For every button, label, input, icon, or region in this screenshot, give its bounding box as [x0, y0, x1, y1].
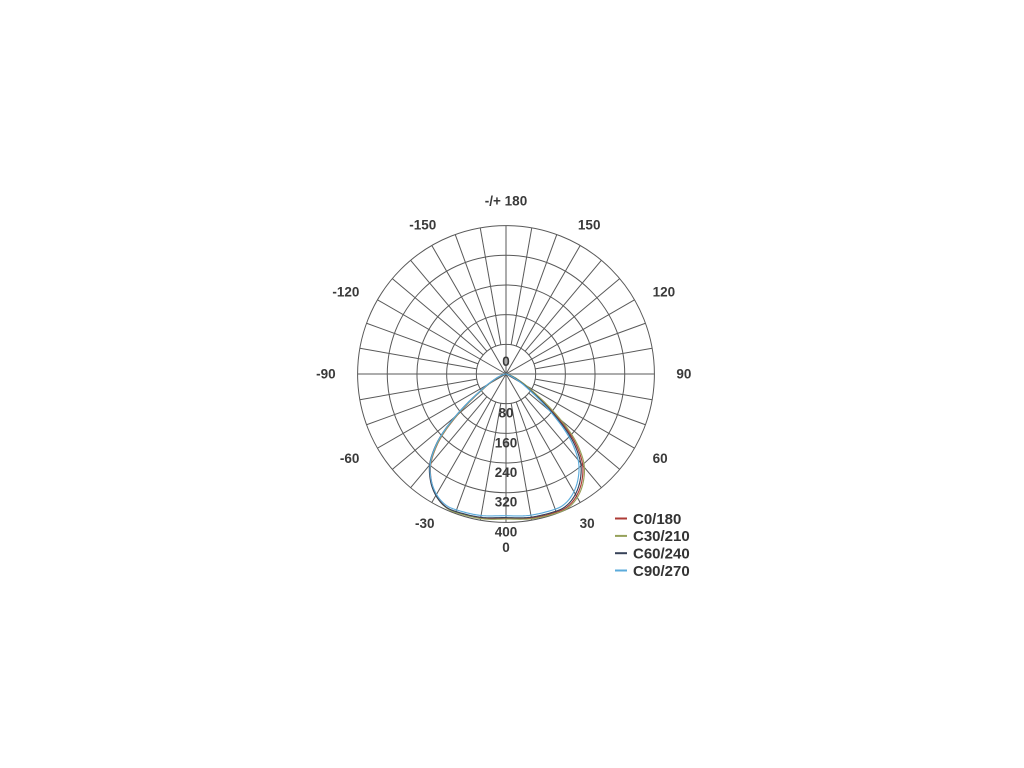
svg-text:C30/210: C30/210: [633, 528, 690, 545]
svg-text:0: 0: [502, 540, 510, 555]
svg-text:80: 80: [498, 406, 513, 421]
svg-text:-30: -30: [415, 516, 435, 531]
svg-text:320: 320: [495, 495, 518, 510]
svg-text:-60: -60: [340, 451, 360, 466]
svg-text:90: 90: [676, 367, 691, 382]
svg-text:400: 400: [495, 524, 518, 539]
svg-text:-90: -90: [316, 367, 336, 382]
svg-text:160: 160: [495, 435, 518, 450]
svg-text:C0/180: C0/180: [633, 511, 681, 528]
svg-text:-150: -150: [409, 217, 436, 232]
svg-text:120: 120: [653, 284, 676, 299]
svg-text:C90/270: C90/270: [633, 563, 690, 580]
svg-text:-120: -120: [332, 284, 359, 299]
svg-text:150: 150: [578, 217, 601, 232]
svg-text:30: 30: [580, 516, 595, 531]
svg-text:C60/240: C60/240: [633, 546, 690, 563]
svg-text:-/+ 180: -/+ 180: [485, 194, 527, 209]
svg-text:60: 60: [653, 451, 668, 466]
svg-text:240: 240: [495, 465, 518, 480]
svg-text:0: 0: [502, 354, 510, 369]
